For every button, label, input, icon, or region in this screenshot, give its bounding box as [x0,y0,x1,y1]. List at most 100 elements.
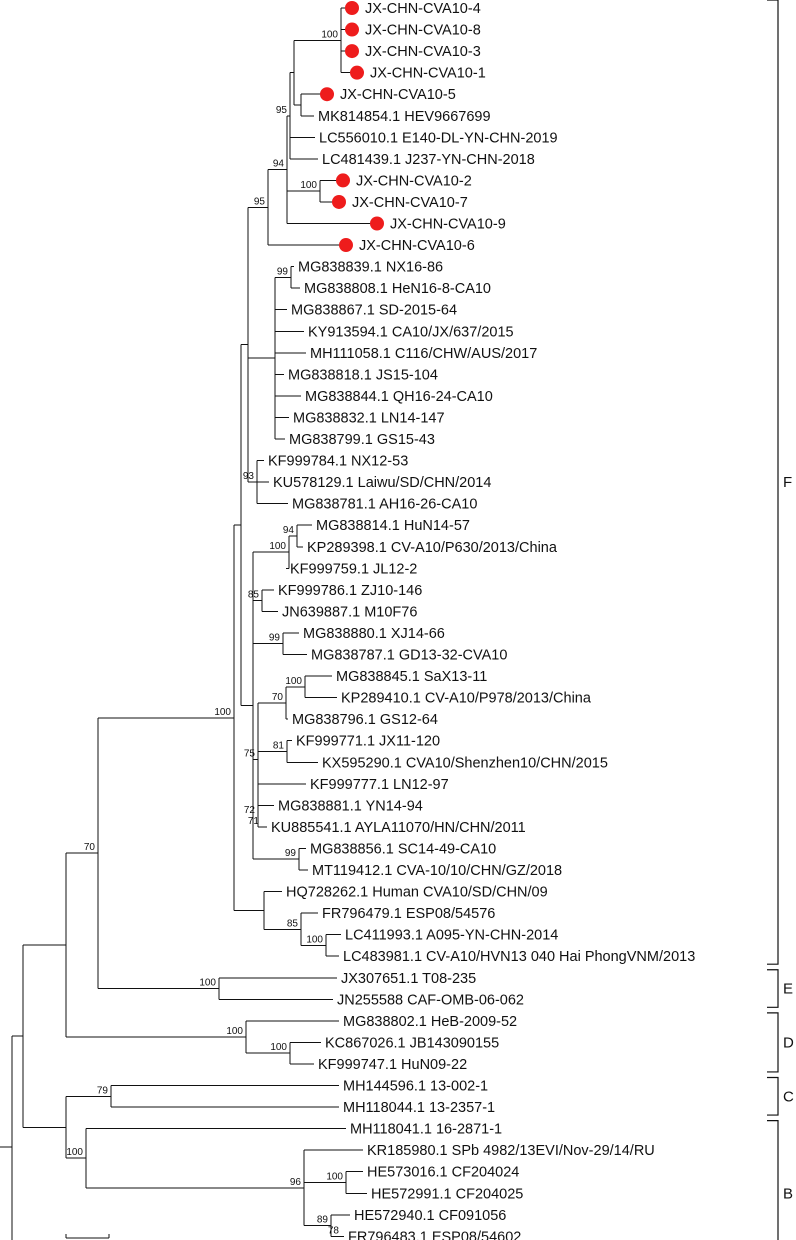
leaf-label: MG838856.1 SC14-49-CA10 [310,841,496,857]
bootstrap-value: 99 [269,633,281,644]
leaf-label: MG838787.1 GD13-32-CVA10 [311,648,507,664]
bootstrap-value: 95 [254,196,266,207]
bootstrap-value: 100 [321,29,338,40]
leaf-label: LC411993.1 A095-YN-CHN-2014 [345,928,558,944]
clade-label: C [783,1088,794,1105]
leaf-label: HE573016.1 CF204024 [367,1165,519,1181]
leaf-label: KP289410.1 CV-A10/P978/2013/China [341,691,592,707]
bootstrap-value: 99 [285,848,297,859]
leaf-label: MG838844.1 QH16-24-CA10 [305,389,493,405]
tree-leaves: JX-CHN-CVA10-4 JX-CHN-CVA10-8 JX-CHN-CVA10… [268,1,695,1240]
clade-brackets: FEDCBA [767,0,794,1240]
leaf-label: MH144596.1 13-002-1 [343,1079,488,1095]
bootstrap-value: 100 [66,1147,83,1158]
bootstrap-value: 75 [244,749,256,760]
bootstrap-value: 100 [269,541,286,552]
bootstrap-value: 93 [243,471,255,482]
clade-label: F [783,474,792,491]
bootstrap-value: 100 [214,707,231,718]
leaf-label: MG838880.1 XJ14-66 [303,626,445,642]
leaf-label: KU578129.1 Laiwu/SD/CHN/2014 [273,475,491,491]
leaf-label: KF999777.1 LN12-97 [310,777,449,793]
leaf-label: MG838799.1 GS15-43 [289,432,435,448]
leaf-label: MG838867.1 SD-2015-64 [291,303,457,319]
bootstrap-value: 78 [328,1225,340,1236]
leaf-label: JX307651.1 T08-235 [341,971,476,987]
leaf-label: KF999759.1 JL12-2 [290,561,417,577]
leaf-label: MG838796.1 GS12-64 [292,712,438,728]
clade-bracket [767,969,779,1008]
leaf-label: JX-CHN-CVA10-7 [352,195,468,211]
study-strain-marker [336,173,350,188]
leaf-label: JX-CHN-CVA10-8 [365,23,481,39]
leaf-label: MH111058.1 C116/CHW/AUS/2017 [310,346,537,362]
clade-bracket [767,1012,779,1073]
bootstrap-value: 94 [273,159,285,170]
leaf-label: KF999771.1 JX11-120 [296,734,440,750]
bootstrap-value: 70 [84,842,96,853]
leaf-label: MG838832.1 LN14-147 [293,410,445,426]
study-strain-marker [370,216,384,231]
leaf-label: MG838845.1 SaX13-11 [336,669,487,685]
leaf-label: MT119412.1 CVA-10/10/CHN/GZ/2018 [312,863,562,879]
leaf-label: LC483981.1 CV-A10/HVN13 040 Hai PhongVNM… [343,949,695,965]
leaf-label: KF999784.1 NX12-53 [268,454,408,470]
leaf-label: MG838802.1 HeB-2009-52 [343,1014,517,1030]
leaf-label: JX-CHN-CVA10-4 [365,1,481,17]
study-strain-marker [332,194,346,209]
leaf-label: MG838808.1 HeN16-8-CA10 [304,281,491,297]
leaf-label: JX-CHN-CVA10-6 [359,238,475,254]
leaf-label: FR796483.1 ESP08/54602 [348,1229,521,1240]
leaf-label: MG838839.1 NX16-86 [298,260,443,276]
leaf-label: MG838781.1 AH16-26-CA10 [292,497,477,513]
leaf-label: JN255588 CAF-OMB-06-062 [337,992,524,1008]
clade-label: D [783,1034,794,1051]
bootstrap-value: 85 [287,918,299,929]
study-strain-marker [320,87,334,102]
leaf-label: MG838881.1 YN14-94 [278,798,423,814]
bootstrap-value: 81 [273,740,285,751]
tree-branches [0,7,380,1240]
leaf-label: KU885541.1 AYLA11070/HN/CHN/2011 [271,820,526,836]
study-strain-marker [339,238,353,253]
study-strain-marker [345,44,359,59]
leaf-label: JX-CHN-CVA10-3 [365,44,481,60]
leaf-label: MG838814.1 HuN14-57 [316,518,470,534]
leaf-label: KR185980.1 SPb 4982/13EVI/Nov-29/14/RU [367,1143,655,1159]
bootstrap-value: 94 [283,525,295,536]
leaf-label: KC867026.1 JB143090155 [325,1035,499,1051]
leaf-label: KX595290.1 CVA10/Shenzhen10/CHN/2015 [322,755,608,771]
leaf-label: LC556010.1 E140-DL-YN-CHN-2019 [319,130,558,146]
bootstrap-value: 99 [277,266,289,277]
clade-bracket [767,1076,779,1116]
leaf-label: MG838818.1 JS15-104 [288,367,438,383]
leaf-label: HE572991.1 CF204025 [371,1186,523,1202]
leaf-label: HQ728262.1 Human CVA10/SD/CHN/09 [286,885,548,901]
leaf-label: MK814854.1 HEV9667699 [318,109,491,125]
bootstrap-value: 100 [306,934,323,945]
leaf-label: JX-CHN-CVA10-5 [340,87,456,103]
leaf-label: MH118044.1 13-2357-1 [343,1100,495,1116]
leaf-label: MH118041.1 16-2871-1 [350,1122,502,1138]
clade-bracket [767,1120,779,1240]
bootstrap-value: 70 [272,692,284,703]
leaf-label: HE572940.1 CF091056 [354,1208,506,1224]
leaf-label: KF999786.1 ZJ10-146 [278,583,422,599]
leaf-label: KF999747.1 HuN09-22 [318,1057,467,1073]
clade-label: E [783,981,793,998]
bootstrap-value: 100 [300,180,317,191]
bootstrap-value: 96 [290,1177,302,1188]
leaf-label: JN639887.1 M10F76 [282,604,417,620]
leaf-label: FR796479.1 ESP08/54576 [322,906,495,922]
leaf-label: KP289398.1 CV-A10/P630/2013/China [307,540,558,556]
study-strain-marker [345,1,359,15]
bootstrap-value: 100 [326,1171,343,1182]
leaf-label: JX-CHN-CVA10-2 [356,173,472,189]
leaf-label: JX-CHN-CVA10-9 [390,217,506,233]
bootstrap-value: 72 [244,805,256,816]
bootstrap-value: 95 [276,105,288,116]
study-strain-marker [345,22,359,37]
bootstrap-value: 71 [248,816,260,827]
